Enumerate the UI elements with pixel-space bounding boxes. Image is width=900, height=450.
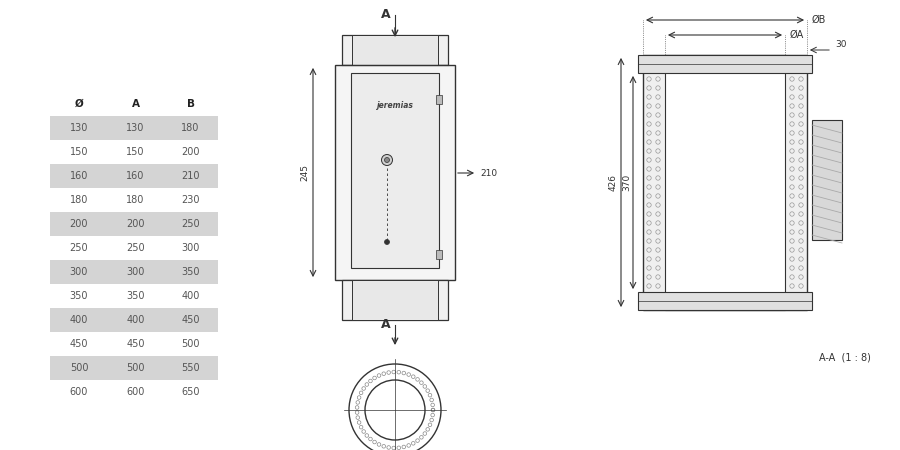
Bar [335,65,455,280]
Text: 300: 300 [126,267,145,277]
Bar [163,116,218,140]
Text: 400: 400 [126,315,145,325]
Bar [812,120,842,240]
Bar [50,260,108,284]
Text: 500: 500 [70,363,88,373]
Bar [436,250,442,259]
Text: 500: 500 [181,339,200,349]
Text: 400: 400 [181,291,200,301]
Bar [342,35,448,65]
Text: A-A  (1 : 8): A-A (1 : 8) [819,352,871,362]
Text: 300: 300 [70,267,88,277]
Text: A: A [381,8,391,21]
Bar [352,280,438,320]
Circle shape [384,239,390,244]
Text: 210: 210 [480,168,497,177]
Text: 150: 150 [70,147,88,157]
Text: 650: 650 [181,387,200,397]
Text: 450: 450 [181,315,200,325]
Text: 30: 30 [835,40,847,49]
Text: 160: 160 [70,171,88,181]
Text: A: A [131,99,140,109]
Text: 550: 550 [181,363,200,373]
Bar [108,164,163,188]
Bar [643,55,807,310]
Text: 210: 210 [181,171,200,181]
Bar [50,308,108,332]
Text: 130: 130 [126,123,145,133]
Bar [108,308,163,332]
Text: 300: 300 [181,243,200,253]
Text: 350: 350 [70,291,88,301]
Bar [163,164,218,188]
Text: 200: 200 [70,219,88,229]
Text: 230: 230 [181,195,200,205]
Text: A: A [381,318,391,331]
Text: 130: 130 [70,123,88,133]
Circle shape [382,154,392,166]
Text: Ø: Ø [75,99,84,109]
Bar [108,212,163,236]
Bar [342,280,448,320]
Text: 245: 245 [300,164,309,181]
Bar [50,212,108,236]
Text: 450: 450 [126,339,145,349]
Bar [108,116,163,140]
Bar [351,73,439,268]
Text: 150: 150 [126,147,145,157]
Bar [50,164,108,188]
Text: 500: 500 [126,363,145,373]
Bar [638,292,812,310]
Bar [108,260,163,284]
Text: 350: 350 [181,267,200,277]
Text: 250: 250 [69,243,88,253]
Bar [638,55,812,73]
Bar [163,308,218,332]
Text: 250: 250 [126,243,145,253]
Text: 350: 350 [126,291,145,301]
Text: 600: 600 [126,387,145,397]
Bar [163,356,218,380]
Text: ØA: ØA [790,30,805,40]
Bar [108,356,163,380]
Text: 200: 200 [181,147,200,157]
Text: 180: 180 [181,123,200,133]
Text: jeremias: jeremias [376,100,413,109]
Bar [665,55,785,310]
Bar [163,260,218,284]
Bar [352,35,438,65]
Text: 370: 370 [622,174,631,191]
Bar [436,95,442,104]
Text: 600: 600 [70,387,88,397]
Text: 426: 426 [609,174,618,191]
Text: 180: 180 [126,195,145,205]
Text: ØB: ØB [812,15,826,25]
Bar [50,356,108,380]
Circle shape [349,364,441,450]
Text: 250: 250 [181,219,200,229]
Text: 450: 450 [70,339,88,349]
Bar [163,212,218,236]
Circle shape [365,380,425,440]
Text: 180: 180 [70,195,88,205]
Bar [50,116,108,140]
Circle shape [384,158,390,162]
Text: 200: 200 [126,219,145,229]
Text: B: B [186,99,194,109]
Text: 160: 160 [126,171,145,181]
Text: 400: 400 [70,315,88,325]
